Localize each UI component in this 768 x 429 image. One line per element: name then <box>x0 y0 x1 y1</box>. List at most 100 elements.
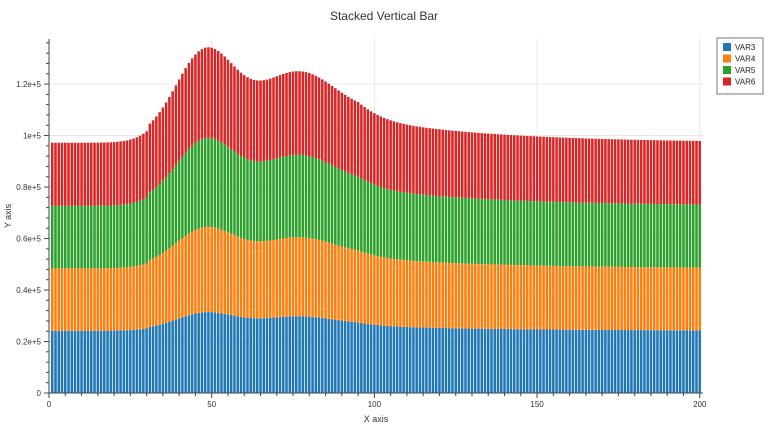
bar-var5[interactable] <box>633 203 636 268</box>
bar-var6[interactable] <box>399 123 402 192</box>
bar-var6[interactable] <box>343 94 347 172</box>
bar-var5[interactable] <box>324 162 327 242</box>
bar-var3[interactable] <box>106 330 109 393</box>
bar-var6[interactable] <box>334 88 337 167</box>
bar-var3[interactable] <box>441 328 444 393</box>
bar-var4[interactable] <box>181 238 184 318</box>
bar-var6[interactable] <box>656 140 659 205</box>
bar-var4[interactable] <box>395 259 399 327</box>
bar-var5[interactable] <box>594 202 597 267</box>
bar-var3[interactable] <box>249 318 252 393</box>
bar-var6[interactable] <box>138 135 142 201</box>
bar-var3[interactable] <box>242 317 246 393</box>
bar-var3[interactable] <box>685 330 688 393</box>
legend-item-var6[interactable]: VAR6 <box>723 77 756 87</box>
bar-var4[interactable] <box>229 233 233 316</box>
bar-var3[interactable] <box>181 317 184 393</box>
bar-var4[interactable] <box>252 241 256 319</box>
bar-var5[interactable] <box>665 204 669 268</box>
bar-var4[interactable] <box>558 266 562 330</box>
bar-var4[interactable] <box>151 258 155 327</box>
bar-var5[interactable] <box>519 200 523 266</box>
bar-var5[interactable] <box>646 203 649 268</box>
bar-var5[interactable] <box>181 156 184 239</box>
bar-var6[interactable] <box>688 140 692 205</box>
bar-var4[interactable] <box>122 267 126 331</box>
bar-var5[interactable] <box>135 201 139 266</box>
bar-var4[interactable] <box>50 268 54 331</box>
bar-var3[interactable] <box>213 312 217 393</box>
bar-var5[interactable] <box>347 172 350 249</box>
bar-var3[interactable] <box>356 322 360 393</box>
bar-var4[interactable] <box>337 245 340 321</box>
bar-var4[interactable] <box>412 260 415 328</box>
bar-var4[interactable] <box>138 265 142 330</box>
bar-var6[interactable] <box>574 138 578 203</box>
bar-var5[interactable] <box>617 203 620 267</box>
bar-var6[interactable] <box>490 133 493 200</box>
bar-var5[interactable] <box>526 200 529 266</box>
bar-var4[interactable] <box>506 264 510 330</box>
bar-var3[interactable] <box>278 317 282 393</box>
bar-var6[interactable] <box>473 132 477 199</box>
bar-var5[interactable] <box>418 194 422 262</box>
bar-var4[interactable] <box>659 267 662 331</box>
bar-var3[interactable] <box>129 330 132 393</box>
bar-var4[interactable] <box>340 246 344 321</box>
bar-var4[interactable] <box>415 261 418 328</box>
bar-var6[interactable] <box>155 116 158 188</box>
bar-var5[interactable] <box>259 161 262 242</box>
bar-var5[interactable] <box>545 201 549 266</box>
bar-var5[interactable] <box>177 160 181 241</box>
bar-var4[interactable] <box>54 268 57 331</box>
bar-var6[interactable] <box>229 63 233 150</box>
bar-var4[interactable] <box>441 262 444 328</box>
bar-var6[interactable] <box>132 138 135 203</box>
bar-var4[interactable] <box>145 263 148 329</box>
bar-var5[interactable] <box>77 205 80 269</box>
bar-var5[interactable] <box>698 204 702 268</box>
bar-var4[interactable] <box>360 251 363 323</box>
bar-var3[interactable] <box>304 316 308 393</box>
bar-var3[interactable] <box>545 329 549 393</box>
bar-var6[interactable] <box>252 79 256 161</box>
bar-var4[interactable] <box>529 265 532 330</box>
bar-var3[interactable] <box>659 330 662 393</box>
bar-var5[interactable] <box>70 205 74 269</box>
bar-var3[interactable] <box>535 329 539 393</box>
bar-var4[interactable] <box>366 253 370 324</box>
bar-var3[interactable] <box>239 316 243 393</box>
bar-var6[interactable] <box>402 123 405 193</box>
bar-var4[interactable] <box>451 263 454 329</box>
bar-var5[interactable] <box>373 184 376 256</box>
bar-var3[interactable] <box>229 315 233 393</box>
bar-var3[interactable] <box>591 329 594 393</box>
bar-var4[interactable] <box>291 237 295 317</box>
bar-var5[interactable] <box>285 156 288 239</box>
bar-var5[interactable] <box>350 174 353 250</box>
bar-var5[interactable] <box>236 153 239 237</box>
bar-var5[interactable] <box>659 204 662 268</box>
bar-var3[interactable] <box>327 318 331 393</box>
bar-var3[interactable] <box>177 318 181 393</box>
bar-var3[interactable] <box>216 312 220 393</box>
bar-var5[interactable] <box>106 205 109 269</box>
bar-var6[interactable] <box>80 142 83 206</box>
bar-var3[interactable] <box>200 312 204 393</box>
bar-var5[interactable] <box>158 184 161 256</box>
bar-var5[interactable] <box>275 158 279 240</box>
bar-var3[interactable] <box>272 317 275 393</box>
bar-var4[interactable] <box>314 239 318 318</box>
bar-var5[interactable] <box>506 200 510 265</box>
bar-var3[interactable] <box>529 329 532 393</box>
bar-var5[interactable] <box>366 181 370 254</box>
bar-var5[interactable] <box>408 193 412 261</box>
bar-var4[interactable] <box>665 267 669 331</box>
bar-var3[interactable] <box>561 329 565 393</box>
bar-var4[interactable] <box>434 262 438 328</box>
bar-var6[interactable] <box>295 71 298 155</box>
bar-var3[interactable] <box>343 320 347 393</box>
bar-var4[interactable] <box>438 262 441 328</box>
bar-var4[interactable] <box>594 266 597 330</box>
bar-var3[interactable] <box>678 330 682 393</box>
